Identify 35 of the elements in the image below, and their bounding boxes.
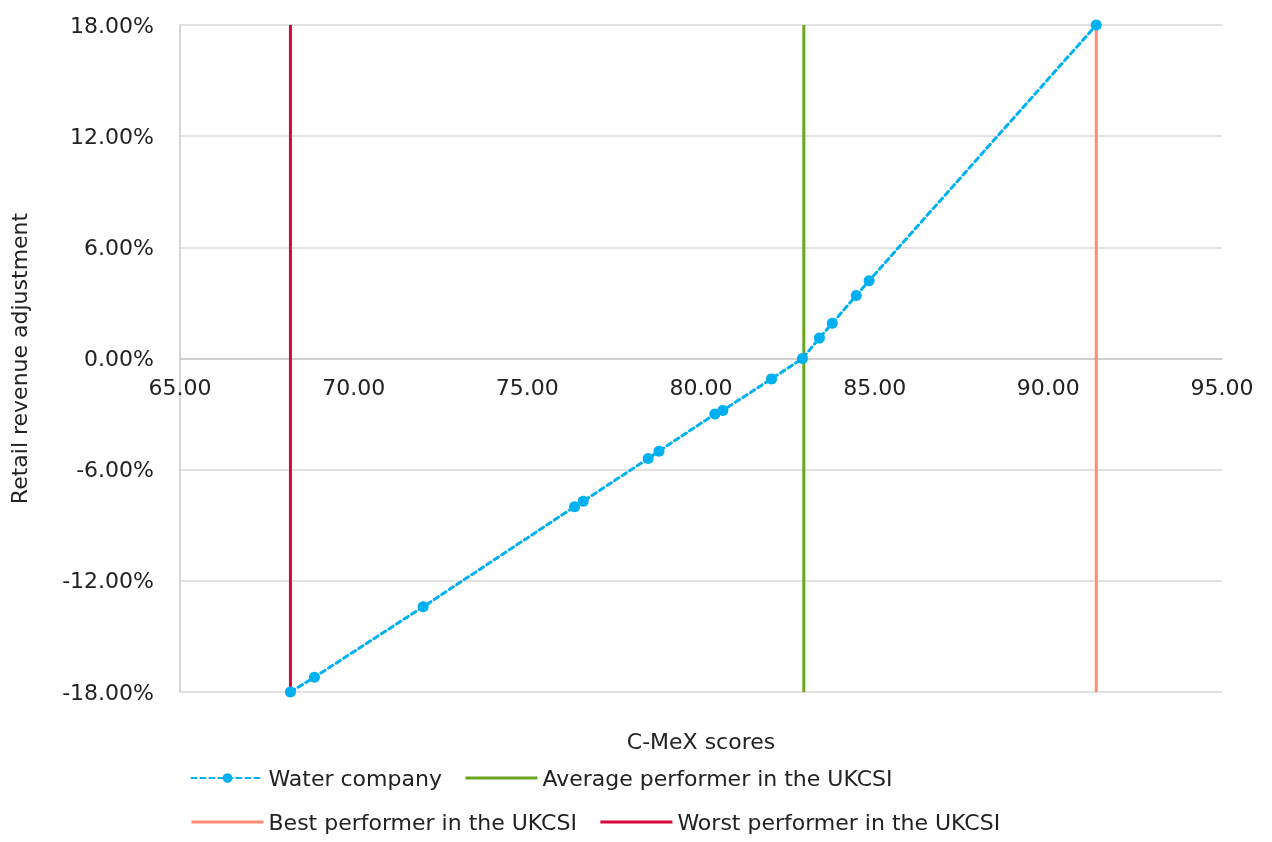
- point: [642, 453, 654, 465]
- x-axis-title: C-MeX scores: [626, 728, 776, 754]
- x-tick-label: 70.00: [322, 375, 386, 400]
- legend-label: Average performer in the UKCSI: [542, 765, 893, 791]
- point: [417, 601, 429, 613]
- point: [850, 290, 862, 301]
- point: [284, 686, 296, 698]
- point: [577, 495, 589, 507]
- y-tick-label: 0.00%: [84, 346, 154, 371]
- legend-label: Water company: [268, 765, 442, 791]
- point: [766, 373, 778, 385]
- point: [717, 404, 729, 416]
- y-tick-label: -12.00%: [62, 568, 154, 594]
- x-tick-label: 90.00: [1016, 375, 1080, 400]
- x-tick-label: 95.00: [1190, 375, 1254, 400]
- point: [1090, 19, 1102, 31]
- y-tick-label: 12.00%: [70, 123, 154, 149]
- point: [796, 353, 808, 364]
- point: [813, 332, 825, 344]
- x-tick-label: 65.00: [148, 375, 212, 400]
- point: [308, 671, 320, 683]
- x-tick-label: 80.00: [669, 375, 733, 400]
- point: [863, 275, 875, 287]
- y-tick-label: -6.00%: [76, 457, 154, 483]
- point: [653, 445, 665, 457]
- x-tick-label: 75.00: [495, 375, 559, 400]
- legend-label: Worst performer in the UKCSI: [677, 809, 1001, 835]
- x-tick-label: 85.00: [843, 375, 907, 400]
- y-tick-label: -18.00%: [62, 679, 154, 705]
- y-tick-label: 18.00%: [70, 12, 154, 38]
- legend-label: Best performer in the UKCSI: [268, 809, 577, 835]
- y-tick-label: 6.00%: [84, 234, 154, 260]
- y-axis-title: Retail revenue adjustment: [6, 212, 32, 505]
- point: [826, 317, 838, 329]
- point: [569, 501, 581, 513]
